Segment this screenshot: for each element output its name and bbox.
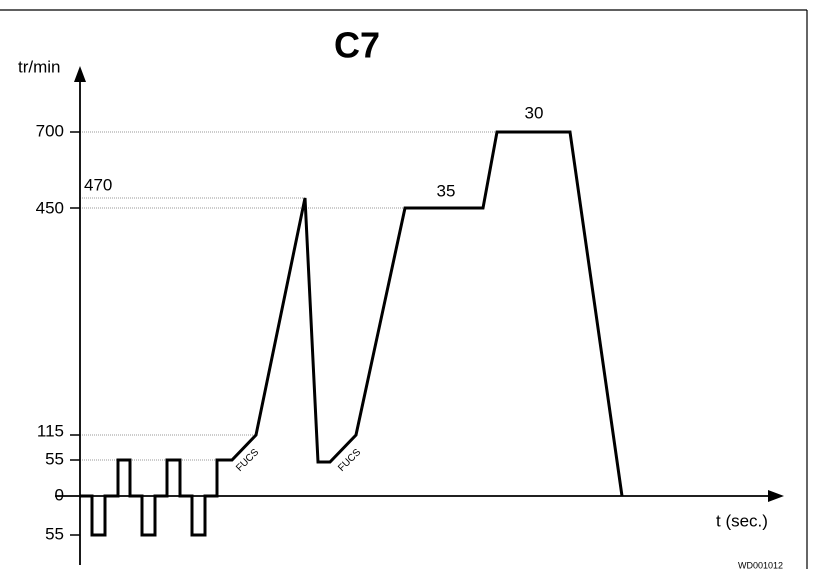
code: WD001012 bbox=[738, 560, 783, 569]
annotation: 470 bbox=[84, 175, 112, 194]
y-tick-label: 700 bbox=[36, 121, 64, 140]
annotation: FUCS bbox=[234, 447, 261, 474]
y-tick-label: 55 bbox=[45, 524, 64, 543]
annotation: 30 bbox=[525, 103, 544, 122]
x-arrow bbox=[768, 490, 784, 502]
y-tick-label: 55 bbox=[45, 449, 64, 468]
title: C7 bbox=[334, 25, 380, 66]
speed-profile bbox=[80, 130, 624, 537]
y-arrow bbox=[74, 66, 86, 82]
y-tick-label: 0 bbox=[55, 485, 64, 504]
y-tick-label: 450 bbox=[36, 198, 64, 217]
y-axis-label: tr/min bbox=[18, 57, 61, 76]
y-ticks bbox=[70, 131, 80, 536]
y-tick-label: 115 bbox=[37, 421, 64, 440]
reference-lines bbox=[80, 131, 497, 461]
annotation: 35 bbox=[437, 181, 456, 200]
x-axis-label: t (sec.) bbox=[716, 511, 768, 530]
